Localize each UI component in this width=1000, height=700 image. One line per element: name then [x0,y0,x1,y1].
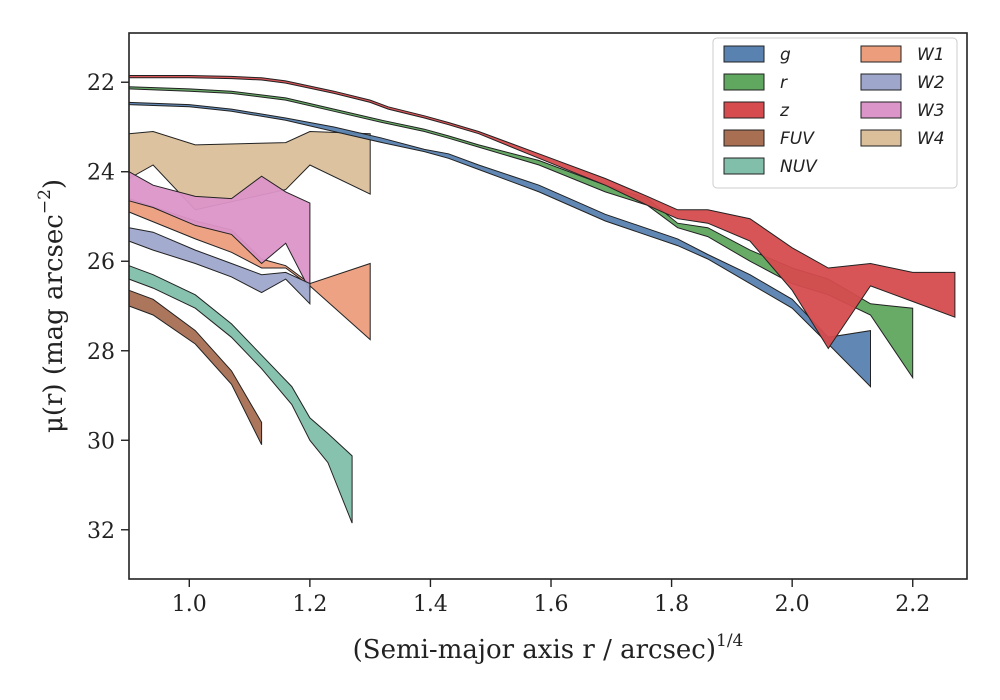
legend-label-nuv: NUV [780,157,818,177]
legend-label-r: r [780,73,788,93]
legend-label-fuv: FUV [780,129,815,149]
band-nuv [128,264,353,524]
legend-label-z: z [779,101,790,121]
legend-label-w3: W3 [917,101,945,121]
legend-swatch-w3 [860,101,902,119]
legend-label-g: g [780,45,791,65]
legend-swatch-w2 [860,73,902,91]
y-tick-label: 22 [87,71,115,96]
y-axis-label-main: μ(r) (mag arcsec [39,214,69,433]
data-bands [128,75,956,524]
band-w4 [128,130,371,211]
band-g [128,101,871,388]
y-axis-label: μ(r) (mag arcsec−2) [35,179,69,433]
legend-swatch-w4 [860,129,902,147]
x-tick-label: 2.0 [775,592,810,617]
legend-label-w1: W1 [917,45,945,65]
legend-swatch-w1 [860,45,902,63]
x-axis-label-exponent: 1/4 [716,631,743,651]
x-tick-label: 1.4 [413,592,448,617]
x-tick-label: 1.2 [292,592,327,617]
y-tick-label: 26 [87,250,115,275]
x-axis-label: (Semi-major axis r / arcsec)1/4 [353,631,744,665]
x-tick-label: 2.2 [895,592,930,617]
legend-items: g W1 r W2 z W3 FUV W4 NUV [723,45,945,177]
band-w2 [128,227,311,306]
x-axis-ticks: 1.0 1.2 1.4 1.6 1.8 2.0 2.2 [172,579,930,617]
y-axis-label-exponent: −2 [35,189,55,214]
y-tick-label: 28 [87,340,115,365]
legend-swatch-r [723,73,765,91]
x-axis-label-main: (Semi-major axis r / arcsec) [353,635,716,665]
y-axis-label-close: ) [39,179,69,189]
band-z [128,75,956,350]
y-tick-label: 32 [87,519,115,544]
x-tick-label: 1.8 [654,592,689,617]
band-r [128,86,914,380]
y-tick-label: 30 [87,429,115,454]
legend-swatch-z [723,101,765,119]
x-tick-label: 1.6 [534,592,569,617]
legend: g W1 r W2 z W3 FUV W4 NUV [712,37,958,189]
band-fuv [128,289,263,445]
x-tick-label: 1.0 [172,592,207,617]
legend-swatch-fuv [723,129,765,147]
legend-label-w2: W2 [917,73,945,93]
legend-swatch-nuv [723,157,765,175]
plot-frame [128,32,968,580]
y-tick-label: 24 [87,161,115,186]
y-axis-ticks: 22 24 26 28 30 32 [87,71,129,544]
legend-swatch-g [723,45,765,63]
legend-label-w4: W4 [917,129,945,149]
